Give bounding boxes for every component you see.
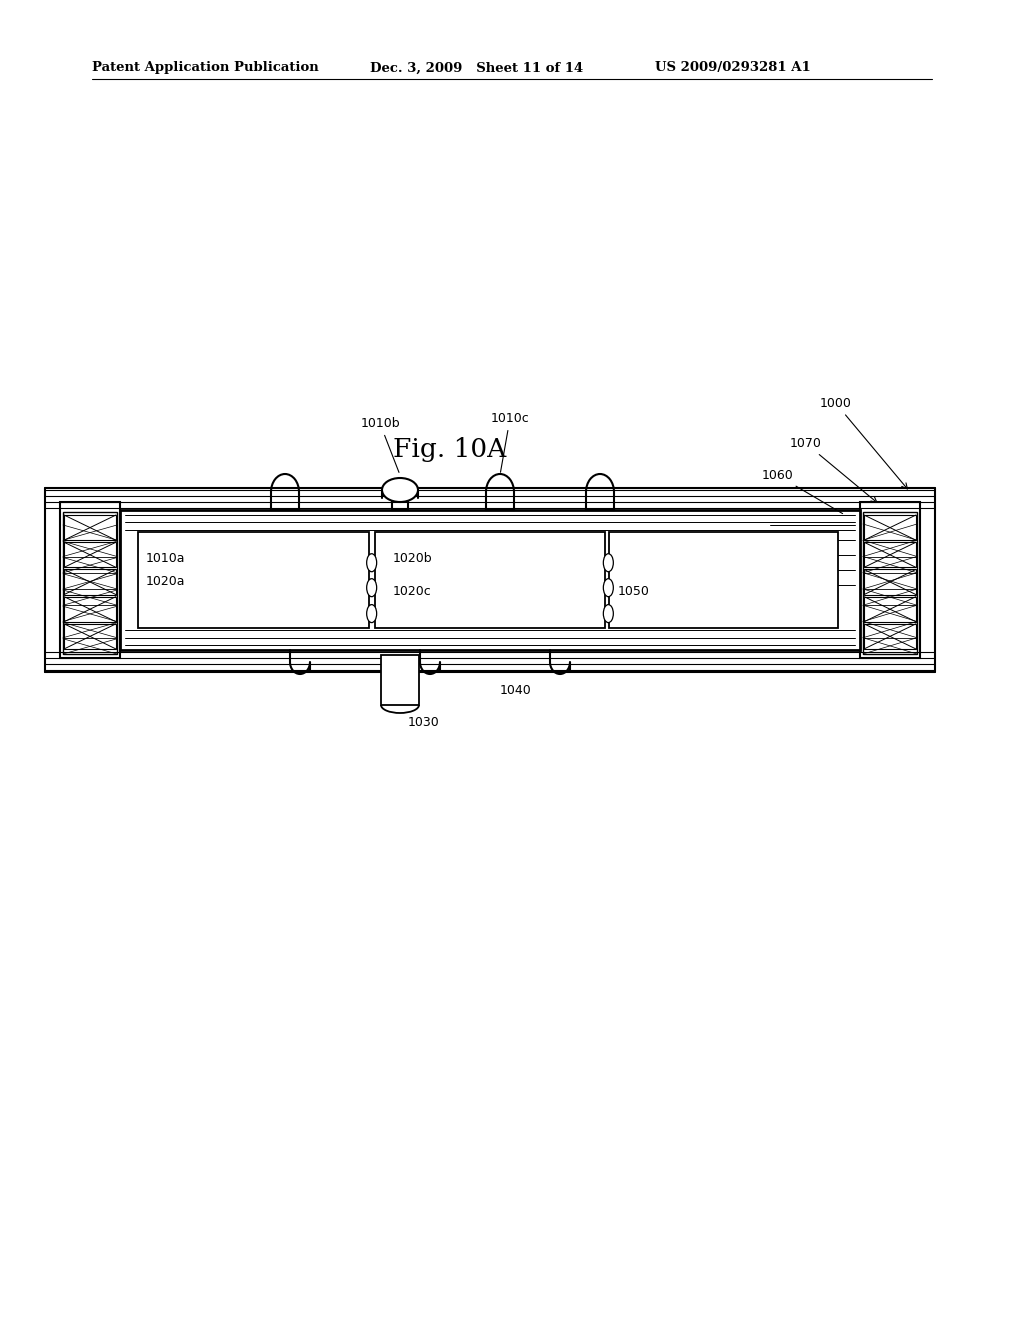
Text: 1030: 1030 (408, 717, 439, 730)
Text: 1040: 1040 (500, 684, 531, 697)
Bar (375, 532, 605, 628)
Text: 1020c: 1020c (392, 585, 431, 598)
Ellipse shape (603, 553, 613, 572)
Bar (63, 543, 116, 568)
Text: Dec. 3, 2009   Sheet 11 of 14: Dec. 3, 2009 Sheet 11 of 14 (370, 62, 584, 74)
Text: 1020b: 1020b (392, 552, 432, 565)
Text: 1010b: 1010b (360, 417, 399, 473)
Bar (860, 502, 920, 657)
Bar (864, 515, 916, 540)
Bar (138, 532, 369, 628)
Bar (63, 624, 116, 649)
Ellipse shape (603, 605, 613, 623)
Bar (63, 512, 117, 653)
Bar (63, 515, 116, 540)
Text: 1020a: 1020a (146, 576, 185, 589)
Bar (63, 597, 116, 622)
Ellipse shape (367, 605, 377, 623)
Text: 1060: 1060 (762, 469, 843, 513)
Bar (864, 597, 916, 622)
Text: 1050: 1050 (617, 585, 649, 598)
Ellipse shape (382, 478, 418, 502)
Bar (381, 655, 419, 705)
Bar (864, 543, 916, 568)
Text: Patent Application Publication: Patent Application Publication (92, 62, 318, 74)
Text: 1070: 1070 (790, 437, 877, 503)
Text: Fig. 10A: Fig. 10A (393, 437, 507, 462)
Ellipse shape (367, 553, 377, 572)
Bar (864, 569, 916, 594)
Text: 1010a: 1010a (146, 552, 185, 565)
Bar (63, 569, 116, 594)
Bar (120, 510, 860, 649)
Bar (863, 512, 918, 653)
Bar (864, 624, 916, 649)
Ellipse shape (603, 578, 613, 597)
Text: 1010c: 1010c (490, 412, 529, 473)
Bar (60, 502, 120, 657)
Bar (609, 532, 838, 628)
Text: 1000: 1000 (820, 397, 907, 488)
Text: US 2009/0293281 A1: US 2009/0293281 A1 (655, 62, 811, 74)
Ellipse shape (367, 578, 377, 597)
